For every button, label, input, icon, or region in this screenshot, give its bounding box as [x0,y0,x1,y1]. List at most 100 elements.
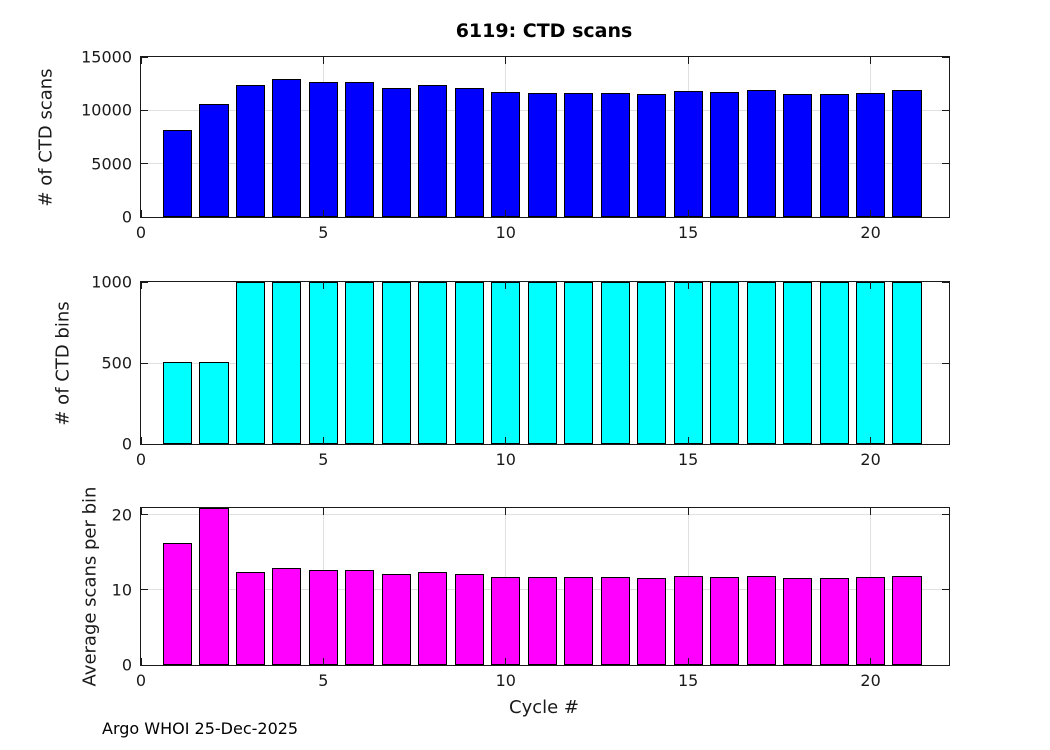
y-tick-mark [942,664,949,666]
y-tick-mark [141,664,148,666]
x-tick-mark [870,508,872,515]
x-tick-label: 20 [860,671,881,690]
bar-cycle-2 [199,362,229,444]
x-tick-mark [140,210,142,217]
y-tick-label: 500 [101,353,132,373]
bar-cycle-11 [527,577,557,665]
y-tick-mark [141,163,148,165]
y-tick-label: 0 [121,655,132,675]
bar-cycle-6 [345,282,375,444]
bar-cycle-14 [637,578,667,665]
subplot-avg-scans-per-bin: Average scans per bin 0 10 20 0 5 10 15 20 [80,487,950,690]
x-tick-label: 0 [135,671,147,690]
y-tick-mark [141,514,148,516]
bar-cycle-3 [235,572,266,665]
bar-cycle-19 [819,282,849,444]
bar-cycle-7 [381,87,411,217]
y-tick-label: 10000 [81,100,132,120]
y-tick-label: 10 [111,580,132,600]
y-tick-mark [141,589,148,591]
x-tick-mark [687,437,689,444]
bar-cycle-6 [345,569,375,665]
bar-cycle-14 [637,282,667,444]
y-axis-label-box-scans: # of CTD scans [0,57,141,217]
bar-cycle-5 [308,82,338,217]
bar-cycle-9 [454,282,484,444]
x-tick-mark [322,282,324,289]
y-tick-label: 5000 [91,154,132,174]
y-tick-mark [942,163,949,165]
x-tick-label: 15 [677,671,699,690]
bar-cycle-8 [418,571,448,665]
x-tick-mark [505,437,507,444]
bar-cycle-15 [673,282,703,444]
x-tick-mark [140,437,142,444]
x-tick-mark [140,658,142,665]
y-tick-mark [141,362,148,364]
y-tick-mark [141,281,148,283]
y-tick-label: 1000 [91,272,132,292]
x-tick-label: 5 [318,450,329,469]
y-tick-mark [141,56,148,58]
bar-cycle-16 [710,577,740,665]
bar-cycle-2 [199,104,229,217]
subplot-ctd-bins: # of CTD bins 0 500 1000 0 5 10 15 20 [52,273,950,469]
x-tick-mark [870,658,872,665]
x-tick-label: 20 [860,450,881,469]
bar-cycle-16 [710,92,740,217]
x-tick-mark [322,57,324,64]
bar-cycle-10 [491,576,521,665]
y-tick-mark [942,56,949,58]
x-axis-label: Cycle # [509,697,579,718]
bar-cycle-1 [162,362,193,444]
bar-cycle-19 [819,93,849,217]
x-tick-label: 15 [677,223,699,242]
x-tick-mark [687,210,689,217]
x-tick-mark [505,658,507,665]
bar-cycle-21 [892,575,922,665]
y-tick-mark [942,589,949,591]
bar-cycle-3 [235,85,266,217]
y-tick-mark [141,443,148,445]
y-axis-label-scans: # of CTD scans [35,67,57,207]
bar-cycle-8 [418,282,448,444]
bar-cycle-5 [308,569,338,665]
bar-cycle-11 [527,282,557,444]
bar-cycle-6 [345,82,375,217]
bar-cycle-14 [637,93,667,217]
x-tick-mark [687,282,689,289]
x-tick-mark [505,282,507,289]
footer-text: Argo WHOI 25-Dec-2025 [102,719,299,738]
bar-cycle-4 [272,79,302,217]
x-tick-mark [322,658,324,665]
bar-cycle-16 [710,282,740,444]
x-tick-label: 20 [860,223,881,242]
y-tick-mark [942,109,949,111]
x-tick-label: 0 [135,450,147,469]
bar-cycle-4 [272,568,302,665]
x-tick-mark [505,508,507,515]
x-tick-mark [687,57,689,64]
x-tick-mark [687,508,689,515]
bar-cycle-10 [491,282,521,444]
bar-cycle-5 [308,282,338,444]
x-tick-mark [140,282,142,289]
bar-cycle-11 [527,92,557,217]
bar-cycle-1 [162,129,193,217]
bar-cycle-12 [564,92,594,217]
x-tick-mark [322,437,324,444]
bar-cycle-18 [783,282,813,444]
bar-cycle-17 [746,90,776,217]
y-tick-label: 15000 [81,47,132,67]
y-tick-mark [942,362,949,364]
bar-cycle-17 [746,282,776,444]
grid-line-h [141,514,949,516]
bar-cycle-18 [783,578,813,665]
x-tick-mark [505,210,507,217]
x-tick-mark [870,437,872,444]
y-tick-label: 20 [111,505,132,525]
x-tick-label: 10 [495,450,516,469]
x-tick-mark [140,508,142,515]
x-tick-mark [140,57,142,64]
